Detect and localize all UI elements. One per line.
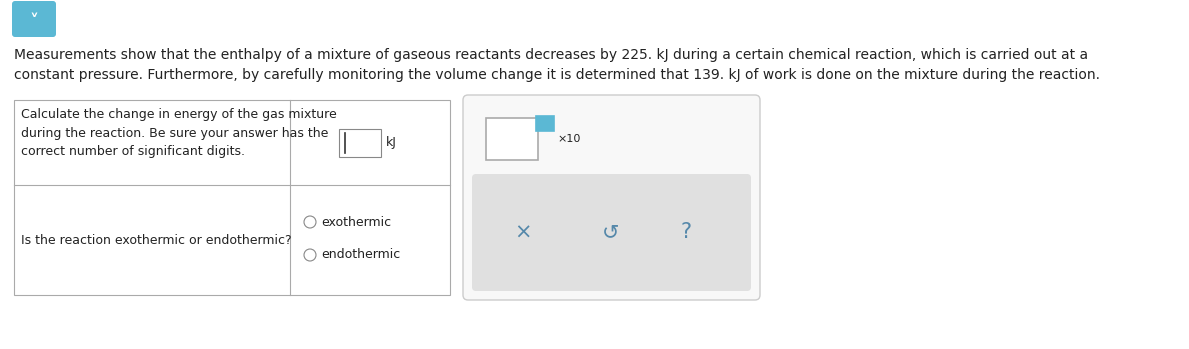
Text: ×10: ×10 (556, 134, 580, 144)
Bar (536, 116, 554, 131)
Text: ?: ? (680, 223, 692, 243)
FancyBboxPatch shape (12, 1, 56, 37)
FancyBboxPatch shape (472, 174, 751, 291)
Text: Measurements show that the enthalpy of a mixture of gaseous reactants decreases : Measurements show that the enthalpy of a… (14, 48, 1088, 62)
Text: kJ: kJ (386, 136, 397, 149)
Text: ˅: ˅ (30, 13, 38, 31)
Text: exothermic: exothermic (321, 215, 391, 229)
Bar (339, 128, 380, 156)
FancyBboxPatch shape (463, 95, 760, 300)
Text: Calculate the change in energy of the gas mixture
during the reaction. Be sure y: Calculate the change in energy of the ga… (21, 108, 336, 158)
Text: ↺: ↺ (603, 223, 619, 243)
Text: constant pressure. Furthermore, by carefully monitoring the volume change it is : constant pressure. Furthermore, by caref… (14, 68, 1100, 82)
Text: ×: × (515, 223, 531, 243)
Bar (486, 118, 537, 160)
Text: Is the reaction exothermic or endothermic?: Is the reaction exothermic or endothermi… (21, 233, 291, 246)
Bar (14, 100, 449, 295)
Text: endothermic: endothermic (321, 248, 401, 261)
